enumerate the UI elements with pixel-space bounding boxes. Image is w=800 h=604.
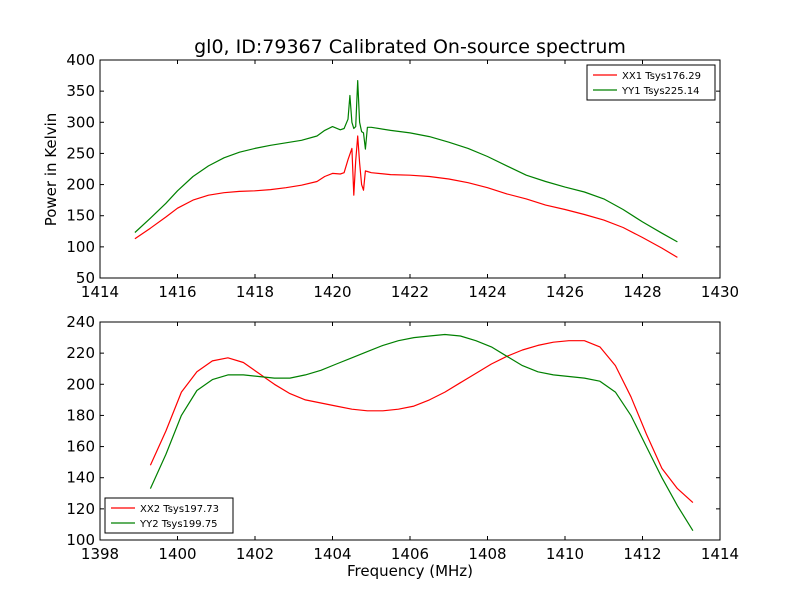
y-tick-label: 50 <box>76 269 95 287</box>
y-tick-label: 120 <box>66 500 95 518</box>
x-tick-label: 1416 <box>158 283 196 301</box>
y-axis-label: Power in Kelvin <box>42 113 60 227</box>
x-tick-label: 1404 <box>313 545 351 563</box>
series-line-1-1 <box>134 135 678 258</box>
legend-label: YY2 Tsys199.75 <box>139 519 218 530</box>
x-tick-label: 1400 <box>158 545 196 563</box>
legend-box <box>586 64 716 101</box>
x-tick-label: 1420 <box>313 283 351 301</box>
y-tick-label: 350 <box>66 82 95 100</box>
y-tick-label: 200 <box>66 176 95 194</box>
x-tick-label: 1422 <box>391 283 429 301</box>
legend-label: XX2 Tsys197.73 <box>140 504 219 515</box>
y-tick-label: 100 <box>66 531 95 549</box>
x-axis-label: Frequency (MHz) <box>347 562 473 580</box>
x-tick-label: 1414 <box>81 283 119 301</box>
x-tick-label: 1412 <box>623 545 661 563</box>
y-tick-label: 300 <box>66 113 95 131</box>
y-tick-label: 200 <box>66 375 95 393</box>
legend-1: XX1 Tsys176.29 YY1 Tsys225.14 <box>586 64 716 101</box>
legend-label: YY1 Tsys225.14 <box>621 86 700 97</box>
x-tick-label: 1430 <box>701 283 739 301</box>
y-tick-label: 400 <box>66 51 95 69</box>
series-line-2-2 <box>149 333 694 532</box>
x-tick-label: 1428 <box>623 283 661 301</box>
x-tick-label: 1406 <box>391 545 429 563</box>
y-tick-label: 100 <box>66 238 95 256</box>
y-tick-label: 220 <box>66 344 95 362</box>
x-tick-label: 1418 <box>236 283 274 301</box>
y-tick-label: 150 <box>66 207 95 225</box>
y-tick-label: 180 <box>66 406 95 424</box>
legend-2: XX2 Tsys197.73 YY2 Tsys199.75 <box>104 497 234 534</box>
panels: 1414 1416 1418 1420 1422 1424 1426 1428 1430 50 10… <box>66 51 739 563</box>
legend-label: XX1 Tsys176.29 <box>622 71 701 82</box>
chart-panel-1: 1414 1416 1418 1420 1422 1424 1426 1428 1430 50 10… <box>66 51 739 301</box>
x-tick-label: 1402 <box>236 545 274 563</box>
y-tick-label: 140 <box>66 469 95 487</box>
figure-title: gl0, ID:79367 Calibrated On-source spect… <box>194 36 626 58</box>
chart-panel-2: 1398 1400 1402 1404 1406 1408 1410 1412 1414 100 1… <box>66 313 739 563</box>
x-tick-label: 1414 <box>701 545 739 563</box>
x-tick-label: 1424 <box>468 283 506 301</box>
y-tick-label: 160 <box>66 438 95 456</box>
x-tick-label: 1426 <box>546 283 584 301</box>
series-line-1-2 <box>134 79 678 243</box>
x-tick-label: 1410 <box>546 545 584 563</box>
y-tick-label: 240 <box>66 313 95 331</box>
series-line-2-1 <box>149 340 694 504</box>
y-tick-label: 250 <box>66 144 95 162</box>
legend-box <box>104 497 234 534</box>
x-tick-label: 1408 <box>468 545 506 563</box>
x-tick-label: 1398 <box>81 545 119 563</box>
